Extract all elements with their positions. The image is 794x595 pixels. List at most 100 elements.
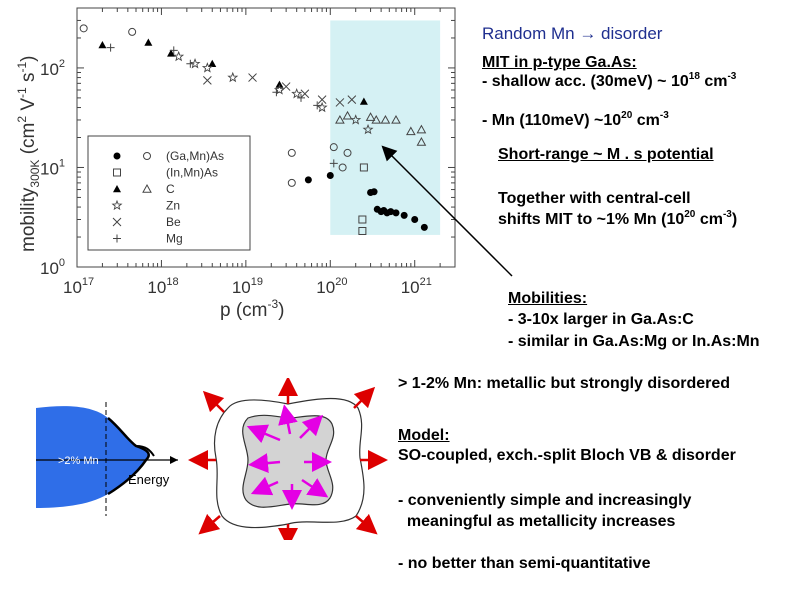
data-point <box>316 101 328 113</box>
data-point <box>169 46 178 55</box>
model-heading: Model: <box>398 427 450 444</box>
x-tick-label: 1019 <box>232 276 263 297</box>
data-point <box>380 114 391 124</box>
model-line-2b: meaningful as metallicity increases <box>398 513 676 530</box>
legend-marker <box>113 168 121 177</box>
mobility-chart: 1017 1018 1019 1020 1021 100 101 102 (Ga,Mn)As… <box>15 7 456 320</box>
plot-frame <box>76 7 456 268</box>
x-tick-label: 1020 <box>316 276 347 297</box>
data-point <box>281 82 291 91</box>
fermi-surface-diagram <box>188 378 388 540</box>
data-point <box>350 114 362 125</box>
y-axis-label: mobility300K (cm2 V-1 s-1) <box>15 56 42 252</box>
data-point <box>297 93 306 102</box>
data-point <box>98 40 107 49</box>
data-point <box>358 215 367 224</box>
data-point <box>208 59 217 68</box>
band-edge <box>107 417 150 496</box>
data-point <box>416 124 427 134</box>
x-tick-labels: 1017 1018 1019 1020 1021 <box>63 276 432 297</box>
data-point <box>248 73 257 82</box>
data-point <box>272 88 281 97</box>
data-point <box>371 114 382 124</box>
data-point <box>201 62 213 73</box>
data-point <box>335 114 345 124</box>
legend-marker <box>113 185 121 193</box>
mobilities-line-2: - similar in Ga.As:Mg or In.As:Mn <box>508 333 760 350</box>
data-point <box>313 101 322 110</box>
data-point <box>411 216 419 224</box>
x-tick-label: 1018 <box>147 276 178 297</box>
y-tick-label: 100 <box>40 257 65 278</box>
band-fill-label: >2% Mn <box>58 455 99 467</box>
legend-label: (In,Mn)As <box>166 166 218 180</box>
legend-marker <box>143 152 151 160</box>
arrow-line <box>381 145 513 277</box>
model-line-2a: - conveniently simple and increasingly <box>398 492 692 509</box>
mit-heading: MIT in p-type Ga.As: <box>482 54 637 71</box>
energy-axis-arrowhead <box>170 456 178 464</box>
legend-label: Zn <box>166 199 180 213</box>
y-tick-label: 102 <box>40 58 65 79</box>
x-axis-label: p (cm-3) <box>220 297 285 320</box>
data-point <box>362 123 374 135</box>
data-point <box>359 97 368 105</box>
legend-label: (Ga,Mn)As <box>166 149 224 163</box>
x-tick-label: 1017 <box>63 276 94 297</box>
data-point <box>420 223 428 231</box>
mit-shallow-line: - shallow acc. (30meV) ~ 1018 cm-3 <box>482 71 737 91</box>
legend-marker <box>113 152 121 160</box>
data-point <box>329 143 338 152</box>
data-point <box>392 209 400 217</box>
legend-label: C <box>166 182 175 196</box>
data-point <box>347 95 357 105</box>
data-point <box>416 137 427 146</box>
data-point <box>128 27 137 36</box>
data-point <box>329 159 338 168</box>
data-point <box>387 208 395 216</box>
data-point <box>342 110 353 120</box>
data-point <box>189 58 201 69</box>
mobilities-heading: Mobilities: <box>508 290 588 307</box>
data-point <box>359 163 368 172</box>
data-point <box>167 49 176 57</box>
data-point <box>186 59 195 68</box>
data-point <box>338 163 347 172</box>
highlight-region <box>330 20 441 235</box>
data-point <box>317 95 327 105</box>
data-point <box>343 148 352 157</box>
data-point <box>335 98 345 107</box>
y-tick-labels: 100 101 102 <box>40 58 65 278</box>
energy-label: Energy <box>128 472 170 487</box>
legend: (Ga,Mn)As (In,Mn)As C Zn Be Mg <box>111 149 224 246</box>
mobilities-line-1: - 3-10x larger in Ga.As:C <box>508 311 694 328</box>
band-diagram: >2% Mn Energy <box>36 402 178 516</box>
data-points <box>79 24 428 235</box>
data-point <box>391 114 401 124</box>
model-line-3: - no better than semi-quantitative <box>398 555 651 572</box>
data-point <box>106 43 115 52</box>
data-point <box>287 148 296 157</box>
metallic-line: > 1-2% Mn: metallic but strongly disorde… <box>398 375 731 392</box>
central-cell-line-2: shifts MIT to ~1% Mn (1020 cm-3) <box>498 209 738 229</box>
data-point <box>326 172 334 180</box>
data-point <box>144 38 153 46</box>
slide-title: Random Mn → disorder <box>482 24 663 43</box>
short-range-line: Short-range ~ M . s potential <box>498 146 714 163</box>
data-point <box>173 50 185 62</box>
right-arrow-icon: → <box>579 24 597 43</box>
data-point <box>365 112 376 121</box>
data-point <box>370 188 378 196</box>
data-point <box>227 71 239 83</box>
outer-arrows <box>188 378 388 540</box>
data-point <box>291 87 303 99</box>
mit-mn-line: - Mn (110meV) ~1020 cm-3 <box>482 110 669 130</box>
legend-marker <box>113 234 121 243</box>
legend-marker <box>111 199 123 211</box>
model-line-1: SO-coupled, exch.-split Bloch VB & disor… <box>398 447 736 464</box>
band-tail <box>135 445 155 457</box>
data-point <box>79 24 88 33</box>
data-point <box>203 76 212 85</box>
legend-marker <box>142 183 152 193</box>
legend-label: Be <box>166 215 181 229</box>
